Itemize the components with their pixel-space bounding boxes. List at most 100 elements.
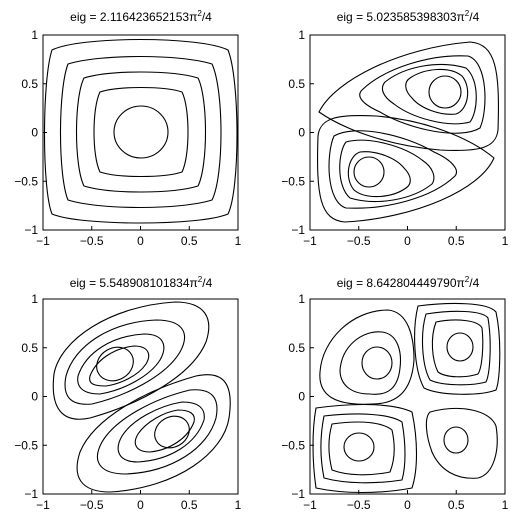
panel-4-xtick-label: 1 [502,498,509,512]
panel-4-contour [319,309,415,405]
panel-4-xtick-label: −1 [303,498,317,512]
panel-1-contour [76,71,206,193]
panel-3-contour [97,389,218,475]
panel-3-contour [96,346,134,382]
panel-2-ytick-label: 1 [298,28,305,42]
panel-3-contour [64,319,185,405]
panel-3-xtick-label: −0.5 [80,498,104,512]
panel-4-ytick-labels: 1 0.5 0 −0.5 −1 [281,292,305,501]
panel-2-xtick-label: 1 [502,234,509,248]
panel-2-ytick-labels: 1 0.5 0 −0.5 −1 [281,28,305,237]
panel-3-contour [154,415,190,449]
panel-3: eig = 5.548908101834π2/4 [14,275,241,512]
panel-4-contour [422,310,491,386]
panel-2: eig = 5.023585398303π2/4 [281,9,508,248]
panel-3-xtick-label: 0 [137,498,144,512]
panel-3-xtick-label: 1 [235,498,242,512]
panel-2-contour [318,41,499,151]
panel-2-contour [339,139,435,203]
panel-4-axes-frame [309,298,506,495]
panel-2-ytick-label: −0.5 [281,174,305,188]
panel-2-xtick-label: −0.5 [347,234,371,248]
panel-4-contour [443,426,469,454]
panel-2-ytick-label: −1 [291,223,305,237]
panel-3-contour [89,345,150,387]
panel-4-contour [414,302,501,395]
panel-2-xtick-label: 0.5 [448,234,465,248]
panel-2-xtick-label: −1 [303,234,317,248]
panel-2-contour [405,68,469,115]
panel-4-contour [446,332,474,362]
panel-4-xtick-label: 0.5 [448,498,465,512]
panel-1: eig = 2.116423652153π2/4 −1 −0.5 0 0.5 [14,9,241,248]
panel-4-ytick-label: 0 [298,390,305,404]
panel-4-ytick-label: −1 [291,487,305,501]
panel-1-ytick-labels: 1 0.5 0 −0.5 −1 [14,28,38,237]
panel-4-xtick-labels: −1 −0.5 0 0.5 1 [303,498,509,512]
panel-2-contour [317,115,495,223]
panel-2-contour [353,156,385,188]
panel-1-ytick-label: 0 [31,126,38,140]
panel-3-contour [77,333,165,395]
panel-2-ytick-label: 0.5 [288,77,305,91]
panel-1-ytick-label: −0.5 [14,174,38,188]
panel-3-xtick-labels: −1 −0.5 0 0.5 1 [36,498,242,512]
panel-3-ytick-labels: 1 0.5 0 −0.5 −1 [14,292,38,501]
panel-4-contour [328,421,395,476]
panel-1-ytick-label: 1 [31,28,38,42]
panel-2-contour [328,130,457,209]
panel-2-xtick-labels: −1 −0.5 0 0.5 1 [303,234,509,248]
panel-4-xtick-label: −0.5 [347,498,371,512]
panel-4-contour [431,319,484,378]
panel-1-xtick-labels: −1 −0.5 0 0.5 1 [36,234,242,248]
panel-1-xtick-label: −1 [36,234,50,248]
panel-3-contour [117,401,205,463]
panel-1-contour [93,86,189,178]
panel-3-ytick-label: 0 [31,390,38,404]
panel-1-xtick-label: 0.5 [181,234,198,248]
panel-3-xtick-label: −1 [36,498,50,512]
panel-4-contours [312,302,501,494]
panel-1-title: eig = 2.116423652153π2/4 [70,9,212,24]
panel-4-ytick-label: 1 [298,292,305,306]
panel-2-contour [347,151,411,198]
panel-3-contour [76,374,231,493]
panel-3-contour [52,301,210,420]
panel-1-contour [43,38,238,224]
panel-4-contour [425,407,498,479]
panel-1-contour [113,105,169,159]
panel-3-ytick-label: 0.5 [21,341,38,355]
panel-1-xtick-label: 0 [137,234,144,248]
panel-4-contour [320,413,406,484]
panel-4-ytick-label: 0.5 [288,341,305,355]
panel-3-ytick-label: 1 [31,292,38,306]
panel-2-xtick-label: 0 [404,234,411,248]
panel-4-contour [339,331,402,395]
panel-2-ytick-label: 0 [298,126,305,140]
panel-3-title: eig = 5.548908101834π2/4 [70,275,213,290]
panel-4-contour [343,432,375,462]
panel-1-ytick-label: −1 [24,223,38,237]
panel-2-contour [381,63,477,125]
panel-4-ticks [309,298,506,495]
panel-3-ytick-label: −0.5 [14,438,38,452]
panel-3-xtick-label: 0.5 [181,498,198,512]
panel-2-contour [359,55,486,134]
panel-3-ticks [42,298,239,495]
panel-3-ytick-label: −1 [24,487,38,501]
panel-4-contour [361,346,393,380]
panel-1-contours [43,38,238,224]
panel-2-ticks [309,34,506,231]
panel-1-xtick-label: 1 [235,234,242,248]
panel-1-contour [59,55,222,209]
panel-2-contour [428,75,462,109]
panel-2-contours [317,41,499,223]
panel-3-contours [52,301,231,493]
panel-1-ytick-label: 0.5 [21,77,38,91]
panel-2-title: eig = 5.023585398303π2/4 [337,9,480,24]
panel-4-title: eig = 8.642804449790π2/4 [337,275,480,290]
panel-4-ytick-label: −0.5 [281,438,305,452]
panel-4-contour [312,403,417,494]
panel-1-xtick-label: −0.5 [80,234,104,248]
